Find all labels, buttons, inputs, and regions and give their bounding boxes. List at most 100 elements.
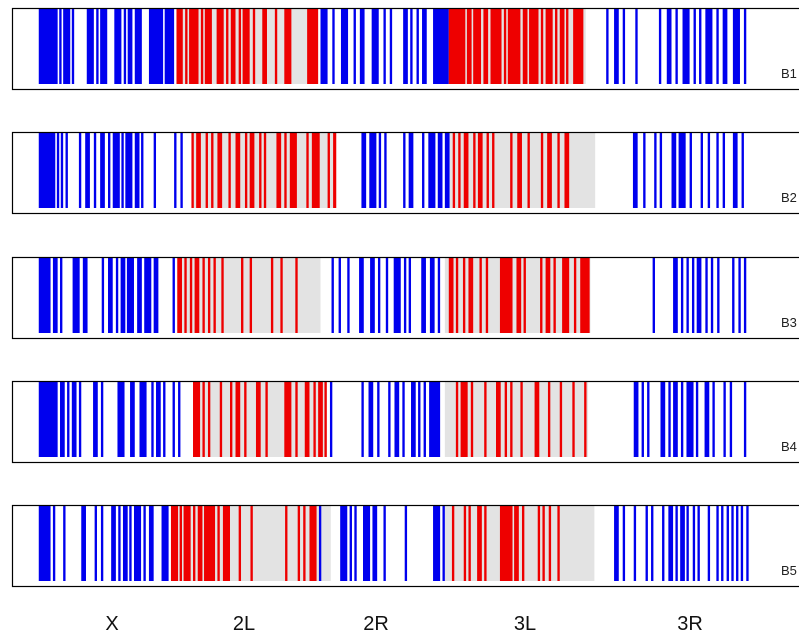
- barcode-bar-red: [244, 133, 248, 208]
- barcode-bar-blue: [349, 506, 352, 581]
- barcode-bar-blue: [377, 382, 380, 457]
- track-label: B5: [781, 563, 797, 578]
- barcode-bar-red: [235, 382, 241, 457]
- track-b1: B1: [11, 7, 799, 91]
- barcode-bar-blue: [660, 382, 666, 457]
- barcode-bar-blue: [668, 382, 671, 457]
- barcode-bar-blue: [100, 9, 108, 84]
- barcode-bar-red: [510, 133, 513, 208]
- barcode-bar-blue: [153, 133, 157, 208]
- barcode-bar-blue: [121, 133, 124, 208]
- barcode-bar-blue: [100, 133, 105, 208]
- barcode-bar-blue: [429, 382, 441, 457]
- shaded-region: [444, 506, 595, 581]
- barcode-bar-blue: [418, 382, 421, 457]
- barcode-bar-blue: [101, 258, 105, 333]
- barcode-bar-blue: [331, 258, 334, 333]
- barcode-bar-blue: [174, 133, 177, 208]
- arm-label-3l: 3L: [514, 613, 536, 635]
- barcode-bar-red: [477, 506, 482, 581]
- barcode-bar-red: [196, 133, 201, 208]
- barcode-bar-blue: [700, 133, 703, 208]
- barcode-bar-red: [468, 506, 471, 581]
- arm-label-x: X: [105, 613, 118, 635]
- barcode-bar-blue: [696, 258, 702, 333]
- barcode-bar-blue: [81, 506, 86, 581]
- barcode-bar-blue: [723, 382, 726, 457]
- barcode-bar-red: [542, 506, 545, 581]
- barcode-bar-blue: [371, 9, 379, 84]
- barcode-bar-red: [451, 506, 455, 581]
- barcode-bar-red: [545, 9, 553, 84]
- barcode-bar-red: [504, 382, 508, 457]
- barcode-bar-blue: [52, 506, 56, 581]
- barcode-bar-red: [318, 382, 323, 457]
- barcode-bar-blue: [633, 506, 637, 581]
- barcode-bar-blue: [130, 382, 135, 457]
- barcode-bar-blue: [699, 9, 702, 84]
- barcode-bar-red: [460, 382, 468, 457]
- barcode-bar-blue: [710, 258, 714, 333]
- barcode-bar-red: [280, 258, 283, 333]
- track-b5: B5: [11, 504, 799, 588]
- barcode-bar-blue: [359, 9, 365, 84]
- barcode-bar-red: [566, 9, 569, 84]
- barcode-bar-blue: [363, 506, 371, 581]
- barcode-bar-blue: [369, 133, 377, 208]
- barcode-bar-blue: [423, 382, 426, 457]
- track-b2: B2: [11, 131, 799, 215]
- barcode-bar-blue: [377, 258, 381, 333]
- barcode-bar-red: [564, 133, 570, 208]
- barcode-bar-red: [468, 258, 474, 333]
- barcode-bar-blue: [78, 382, 82, 457]
- barcode-bar-blue: [421, 258, 426, 333]
- barcode-bar-blue: [63, 9, 71, 84]
- barcode-bar-red: [523, 258, 526, 333]
- barcode-bar-blue: [614, 9, 619, 84]
- barcode-bar-red: [238, 9, 242, 84]
- barcode-bar-blue: [134, 133, 140, 208]
- barcode-bar-red: [553, 258, 556, 333]
- barcode-bar-blue: [115, 258, 119, 333]
- barcode-bar-blue: [444, 133, 450, 208]
- barcode-bar-red: [193, 506, 196, 581]
- barcode-bar-red: [455, 258, 459, 333]
- barcode-bar-red: [306, 133, 309, 208]
- track-frame: [11, 380, 799, 464]
- arm-label-3r: 3R: [677, 613, 703, 635]
- barcode-bar-blue: [429, 258, 435, 333]
- barcode-bar-red: [262, 9, 267, 84]
- barcode-bar-blue: [705, 258, 708, 333]
- barcode-bar-blue: [161, 506, 169, 581]
- shaded-region: [444, 382, 589, 457]
- barcode-bar-blue: [743, 258, 747, 333]
- barcode-bar-red: [573, 258, 577, 333]
- barcode-bar-red: [458, 133, 461, 208]
- barcode-bar-red: [189, 258, 193, 333]
- barcode-bar-red: [304, 382, 310, 457]
- barcode-bar-blue: [693, 9, 696, 84]
- barcode-bar-blue: [743, 9, 747, 84]
- barcode-bar-blue: [60, 258, 63, 333]
- barcode-bar-red: [270, 258, 274, 333]
- barcode-bar-blue: [654, 133, 657, 208]
- barcode-bar-blue: [108, 258, 113, 333]
- barcode-bar-red: [499, 258, 513, 333]
- barcode-bar-blue: [320, 9, 328, 84]
- barcode-bar-blue: [622, 9, 626, 84]
- barcode-bar-blue: [38, 382, 58, 457]
- barcode-bar-red: [547, 382, 551, 457]
- barcode-bar-blue: [675, 506, 678, 581]
- barcode-bar-blue: [707, 133, 711, 208]
- barcode-bar-blue: [736, 506, 739, 581]
- barcode-bar-red: [547, 133, 552, 208]
- barcode-bar-red: [252, 9, 256, 84]
- barcode-bar-red: [197, 506, 203, 581]
- barcode-bar-blue: [78, 133, 82, 208]
- barcode-bar-red: [295, 258, 298, 333]
- barcode-bar-red: [448, 258, 454, 333]
- barcode-bar-blue: [72, 258, 80, 333]
- barcode-bar-blue: [148, 9, 164, 84]
- barcode-bar-red: [466, 9, 472, 84]
- barcode-bar-blue: [673, 382, 678, 457]
